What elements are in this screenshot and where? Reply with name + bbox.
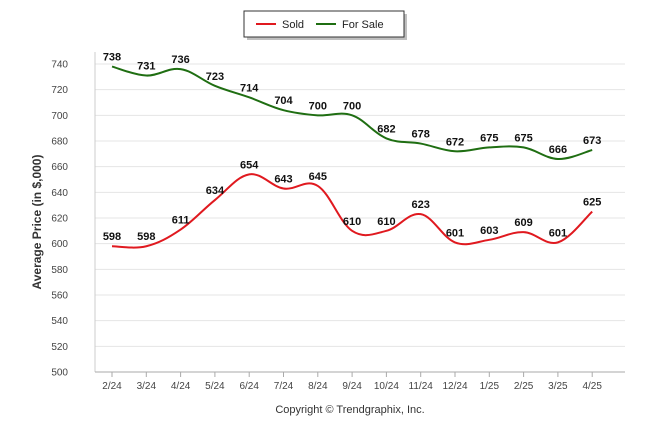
data-label-sold: 603 <box>480 225 498 237</box>
x-tick-label: 6/24 <box>239 381 259 392</box>
data-label-for-sale: 675 <box>480 132 498 144</box>
x-tick-label: 9/24 <box>342 381 362 392</box>
y-tick-label: 500 <box>51 368 68 379</box>
data-label-sold: 645 <box>309 171 327 183</box>
data-label-for-sale: 714 <box>240 82 259 94</box>
data-label-sold: 623 <box>412 199 430 211</box>
y-tick-label: 640 <box>51 188 68 199</box>
data-label-for-sale: 700 <box>343 100 361 112</box>
y-tick-label: 540 <box>51 316 68 327</box>
data-label-sold: 654 <box>240 159 259 171</box>
data-label-sold: 601 <box>549 227 567 239</box>
y-tick-label: 700 <box>51 111 68 122</box>
data-labels: 598 598 611 634 654 643 645 610 610 623 601 603 609 6… <box>103 52 602 244</box>
y-axis-label: Average Price (in $,000) <box>30 155 44 290</box>
copyright-text: Copyright © Trendgraphix, Inc. <box>275 404 424 416</box>
series-line-sold <box>111 173 593 249</box>
data-label-for-sale: 672 <box>446 136 464 148</box>
y-tick-label: 720 <box>51 85 68 96</box>
x-tick-label: 11/24 <box>409 381 434 392</box>
data-label-for-sale: 736 <box>171 54 189 66</box>
series-layer <box>111 65 593 249</box>
y-tick-label: 560 <box>51 291 68 302</box>
x-tick-label: 4/24 <box>171 381 191 392</box>
data-label-for-sale: 678 <box>412 129 430 141</box>
x-tick-label: 3/24 <box>137 381 157 392</box>
data-label-for-sale: 738 <box>103 52 121 64</box>
data-label-for-sale: 723 <box>206 71 224 83</box>
data-label-for-sale: 731 <box>137 61 155 73</box>
legend[interactable]: Sold For Sale <box>243 10 407 40</box>
x-tick-label: 7/24 <box>274 381 294 392</box>
data-label-for-sale: 675 <box>514 132 532 144</box>
x-tick-label: 4/25 <box>582 381 602 392</box>
legend-label-for-sale[interactable]: For Sale <box>342 19 384 31</box>
y-tick-label: 620 <box>51 214 68 225</box>
data-label-for-sale: 682 <box>377 123 395 135</box>
data-label-sold: 610 <box>343 216 361 228</box>
data-label-sold: 610 <box>377 216 395 228</box>
y-tick-label: 740 <box>51 60 68 71</box>
data-label-sold: 609 <box>514 217 532 229</box>
data-label-sold: 598 <box>137 231 155 243</box>
series-line-for-sale <box>111 65 593 160</box>
data-label-sold: 625 <box>583 197 601 209</box>
gridlines <box>95 63 625 373</box>
data-label-for-sale: 704 <box>274 95 293 107</box>
y-tick-label: 600 <box>51 239 68 250</box>
x-tick-label: 10/24 <box>374 381 399 392</box>
data-label-for-sale: 700 <box>309 100 327 112</box>
y-tick-label: 660 <box>51 162 68 173</box>
y-tick-label: 520 <box>51 342 68 353</box>
x-tick-label: 5/24 <box>205 381 225 392</box>
data-label-for-sale: 673 <box>583 135 601 147</box>
x-tick-label: 8/24 <box>308 381 328 392</box>
data-label-for-sale: 666 <box>549 144 567 156</box>
axes: 500 520 540 560 580 600 620 640 660 680 700 720 740 2… <box>51 52 625 392</box>
x-tick-label: 2/25 <box>514 381 534 392</box>
data-label-sold: 643 <box>274 173 292 185</box>
data-label-sold: 598 <box>103 231 121 243</box>
x-tick-label: 2/24 <box>102 381 122 392</box>
y-tick-label: 680 <box>51 137 68 148</box>
x-tick-label: 1/25 <box>480 381 500 392</box>
data-label-sold: 601 <box>446 227 464 239</box>
data-label-sold: 634 <box>206 185 225 197</box>
data-label-sold: 611 <box>172 215 190 227</box>
legend-label-sold[interactable]: Sold <box>282 19 304 31</box>
y-tick-label: 580 <box>51 265 68 276</box>
x-tick-label: 12/24 <box>442 381 467 392</box>
x-tick-label: 3/25 <box>548 381 568 392</box>
